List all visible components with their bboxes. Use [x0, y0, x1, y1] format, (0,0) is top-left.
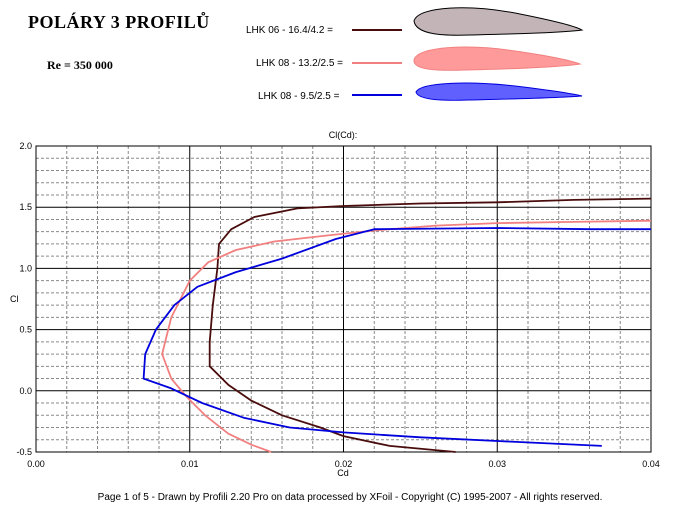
series-line-3 [142, 227, 651, 447]
airfoil-shape-2 [413, 46, 582, 71]
y-axis-label: Cl [10, 294, 19, 304]
x-tick-label: 0.00 [27, 459, 45, 469]
legend-label-1: LHK 06 - 16.4/4.2 = [246, 25, 334, 36]
chart-page-title: POLÁRY 3 PROFILŮ [28, 12, 210, 32]
reynolds-number: Re = 350 000 [47, 58, 113, 72]
y-tick-label: -0.5 [16, 447, 32, 457]
x-tick-label: 0.01 [181, 459, 199, 469]
airfoil-shape-3 [415, 82, 583, 101]
footer-copyright: Page 1 of 5 - Drawn by Profili 2.20 Pro … [97, 492, 603, 503]
x-tick-label: 0.03 [488, 459, 506, 469]
y-tick-label: 0.0 [19, 386, 32, 396]
y-tick-label: 1.5 [19, 202, 32, 212]
legend-label-2: LHK 08 - 13.2/2.5 = [256, 58, 344, 69]
y-tick-label: 0.5 [19, 325, 32, 335]
y-tick-label: 2.0 [19, 141, 32, 151]
x-tick-label: 0.04 [642, 459, 660, 469]
y-tick-label: 1.0 [19, 263, 32, 273]
legend-label-3: LHK 08 - 9.5/2.5 = [258, 91, 340, 102]
plot-area: 0.00 0.01 0.02 0.03 0.04 2.0 1.5 1.0 0.5 0.0 -0.5 C… [10, 130, 660, 478]
series-line-1 [208, 197, 652, 453]
x-axis-label: Cd [337, 468, 349, 478]
series-line-2 [161, 219, 652, 453]
legend-graphics [352, 7, 584, 101]
airfoil-shape-1 [413, 7, 584, 36]
plot-frame [35, 145, 652, 453]
x-tick-label: 0.02 [335, 459, 353, 469]
chart-title: Cl(Cd): [329, 130, 358, 140]
